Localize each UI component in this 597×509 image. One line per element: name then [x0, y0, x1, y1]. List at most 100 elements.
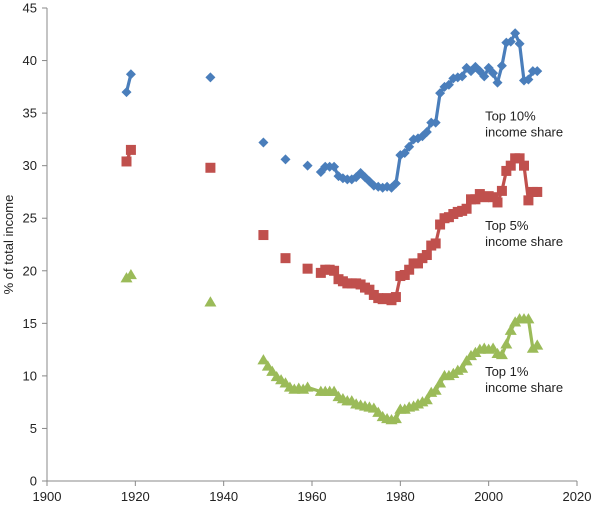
x-tick-label: 2000: [474, 489, 503, 504]
data-point: [421, 250, 432, 261]
data-point: [496, 185, 507, 196]
data-point: [523, 74, 534, 85]
data-point: [205, 72, 216, 83]
data-point: [389, 412, 402, 424]
series-1: [121, 28, 543, 193]
x-tick-label: 1980: [386, 489, 415, 504]
data-point: [514, 153, 525, 164]
data-point: [461, 203, 472, 214]
data-point: [125, 144, 136, 155]
data-point: [302, 263, 313, 274]
data-point: [205, 162, 216, 173]
data-point: [495, 348, 508, 360]
data-point: [121, 156, 132, 167]
data-point: [505, 36, 516, 47]
y-tick-label: 30: [23, 158, 37, 173]
data-point: [492, 197, 503, 208]
data-point: [404, 264, 415, 275]
y-tick-label: 0: [30, 474, 37, 489]
data-point: [504, 324, 517, 335]
data-point: [390, 178, 401, 189]
data-point: [505, 160, 516, 171]
x-tick-label: 1900: [33, 489, 62, 504]
y-tick-label: 20: [23, 263, 37, 278]
data-point: [266, 365, 279, 376]
data-point: [261, 360, 274, 371]
data-point: [302, 160, 313, 171]
data-point: [390, 292, 401, 303]
series-line: [124, 148, 539, 302]
data-point: [399, 148, 410, 159]
data-point: [301, 381, 314, 392]
data-point: [500, 338, 513, 349]
data-point: [404, 141, 415, 152]
data-point: [460, 355, 473, 366]
series-2: [121, 144, 543, 306]
y-axis-title: % of total income: [1, 195, 16, 295]
y-axis-ticks: 0 5 10 15 20 25 30 35 40 45: [23, 1, 47, 489]
data-point: [364, 284, 375, 295]
data-point: [280, 253, 291, 264]
data-point: [329, 161, 340, 172]
data-point: [456, 362, 469, 373]
data-point: [510, 28, 521, 39]
data-point: [434, 377, 447, 388]
y-tick-label: 15: [23, 316, 37, 331]
series-label: Top 10%: [485, 108, 536, 123]
data-point: [430, 238, 441, 249]
data-point: [399, 269, 410, 280]
series-label: Top 1%: [485, 364, 529, 379]
data-point: [258, 137, 269, 148]
data-point: [523, 195, 534, 206]
x-tick-label: 1960: [298, 489, 327, 504]
x-tick-label: 1920: [121, 489, 150, 504]
x-axis-ticks: 1900 1920 1940 1960 1980 2000 2020: [33, 481, 592, 504]
data-point: [258, 230, 269, 241]
data-point: [124, 268, 137, 280]
data-point: [496, 60, 507, 71]
data-point: [429, 384, 442, 395]
data-point: [420, 394, 433, 405]
series-label: income share: [485, 124, 563, 139]
data-point: [443, 79, 454, 90]
data-point: [329, 265, 340, 276]
x-tick-label: 2020: [563, 489, 592, 504]
data-point: [488, 68, 499, 79]
data-point: [421, 127, 432, 138]
series-label: income share: [485, 380, 563, 395]
y-tick-label: 40: [23, 53, 37, 68]
data-point: [470, 194, 481, 205]
data-point: [257, 354, 270, 365]
series-label: income share: [485, 234, 563, 249]
axes: 0 5 10 15 20 25 30 35 40 45 1900 1920 1940 1960 1980 2…: [23, 1, 592, 505]
data-point: [435, 88, 446, 99]
data-point: [457, 71, 468, 82]
series-layer: [120, 28, 544, 425]
data-point: [514, 38, 525, 49]
y-tick-label: 35: [23, 106, 37, 121]
data-point: [522, 313, 535, 324]
data-point: [531, 339, 544, 350]
data-point: [121, 87, 132, 98]
data-point: [487, 342, 500, 353]
data-point: [280, 154, 291, 165]
y-tick-label: 10: [23, 368, 37, 383]
y-tick-label: 45: [23, 1, 37, 16]
data-point: [501, 165, 512, 176]
data-point: [204, 296, 217, 307]
data-point: [488, 192, 499, 203]
data-point: [532, 66, 543, 77]
x-tick-label: 1940: [209, 489, 238, 504]
y-tick-label: 5: [30, 421, 37, 436]
data-point: [492, 77, 503, 88]
data-point: [413, 258, 423, 269]
data-point: [435, 219, 446, 230]
data-point: [519, 160, 529, 171]
data-point: [430, 117, 441, 128]
data-point: [532, 186, 543, 197]
series-label: Top 5%: [485, 218, 529, 233]
y-tick-label: 25: [23, 211, 37, 226]
data-point: [479, 71, 490, 82]
